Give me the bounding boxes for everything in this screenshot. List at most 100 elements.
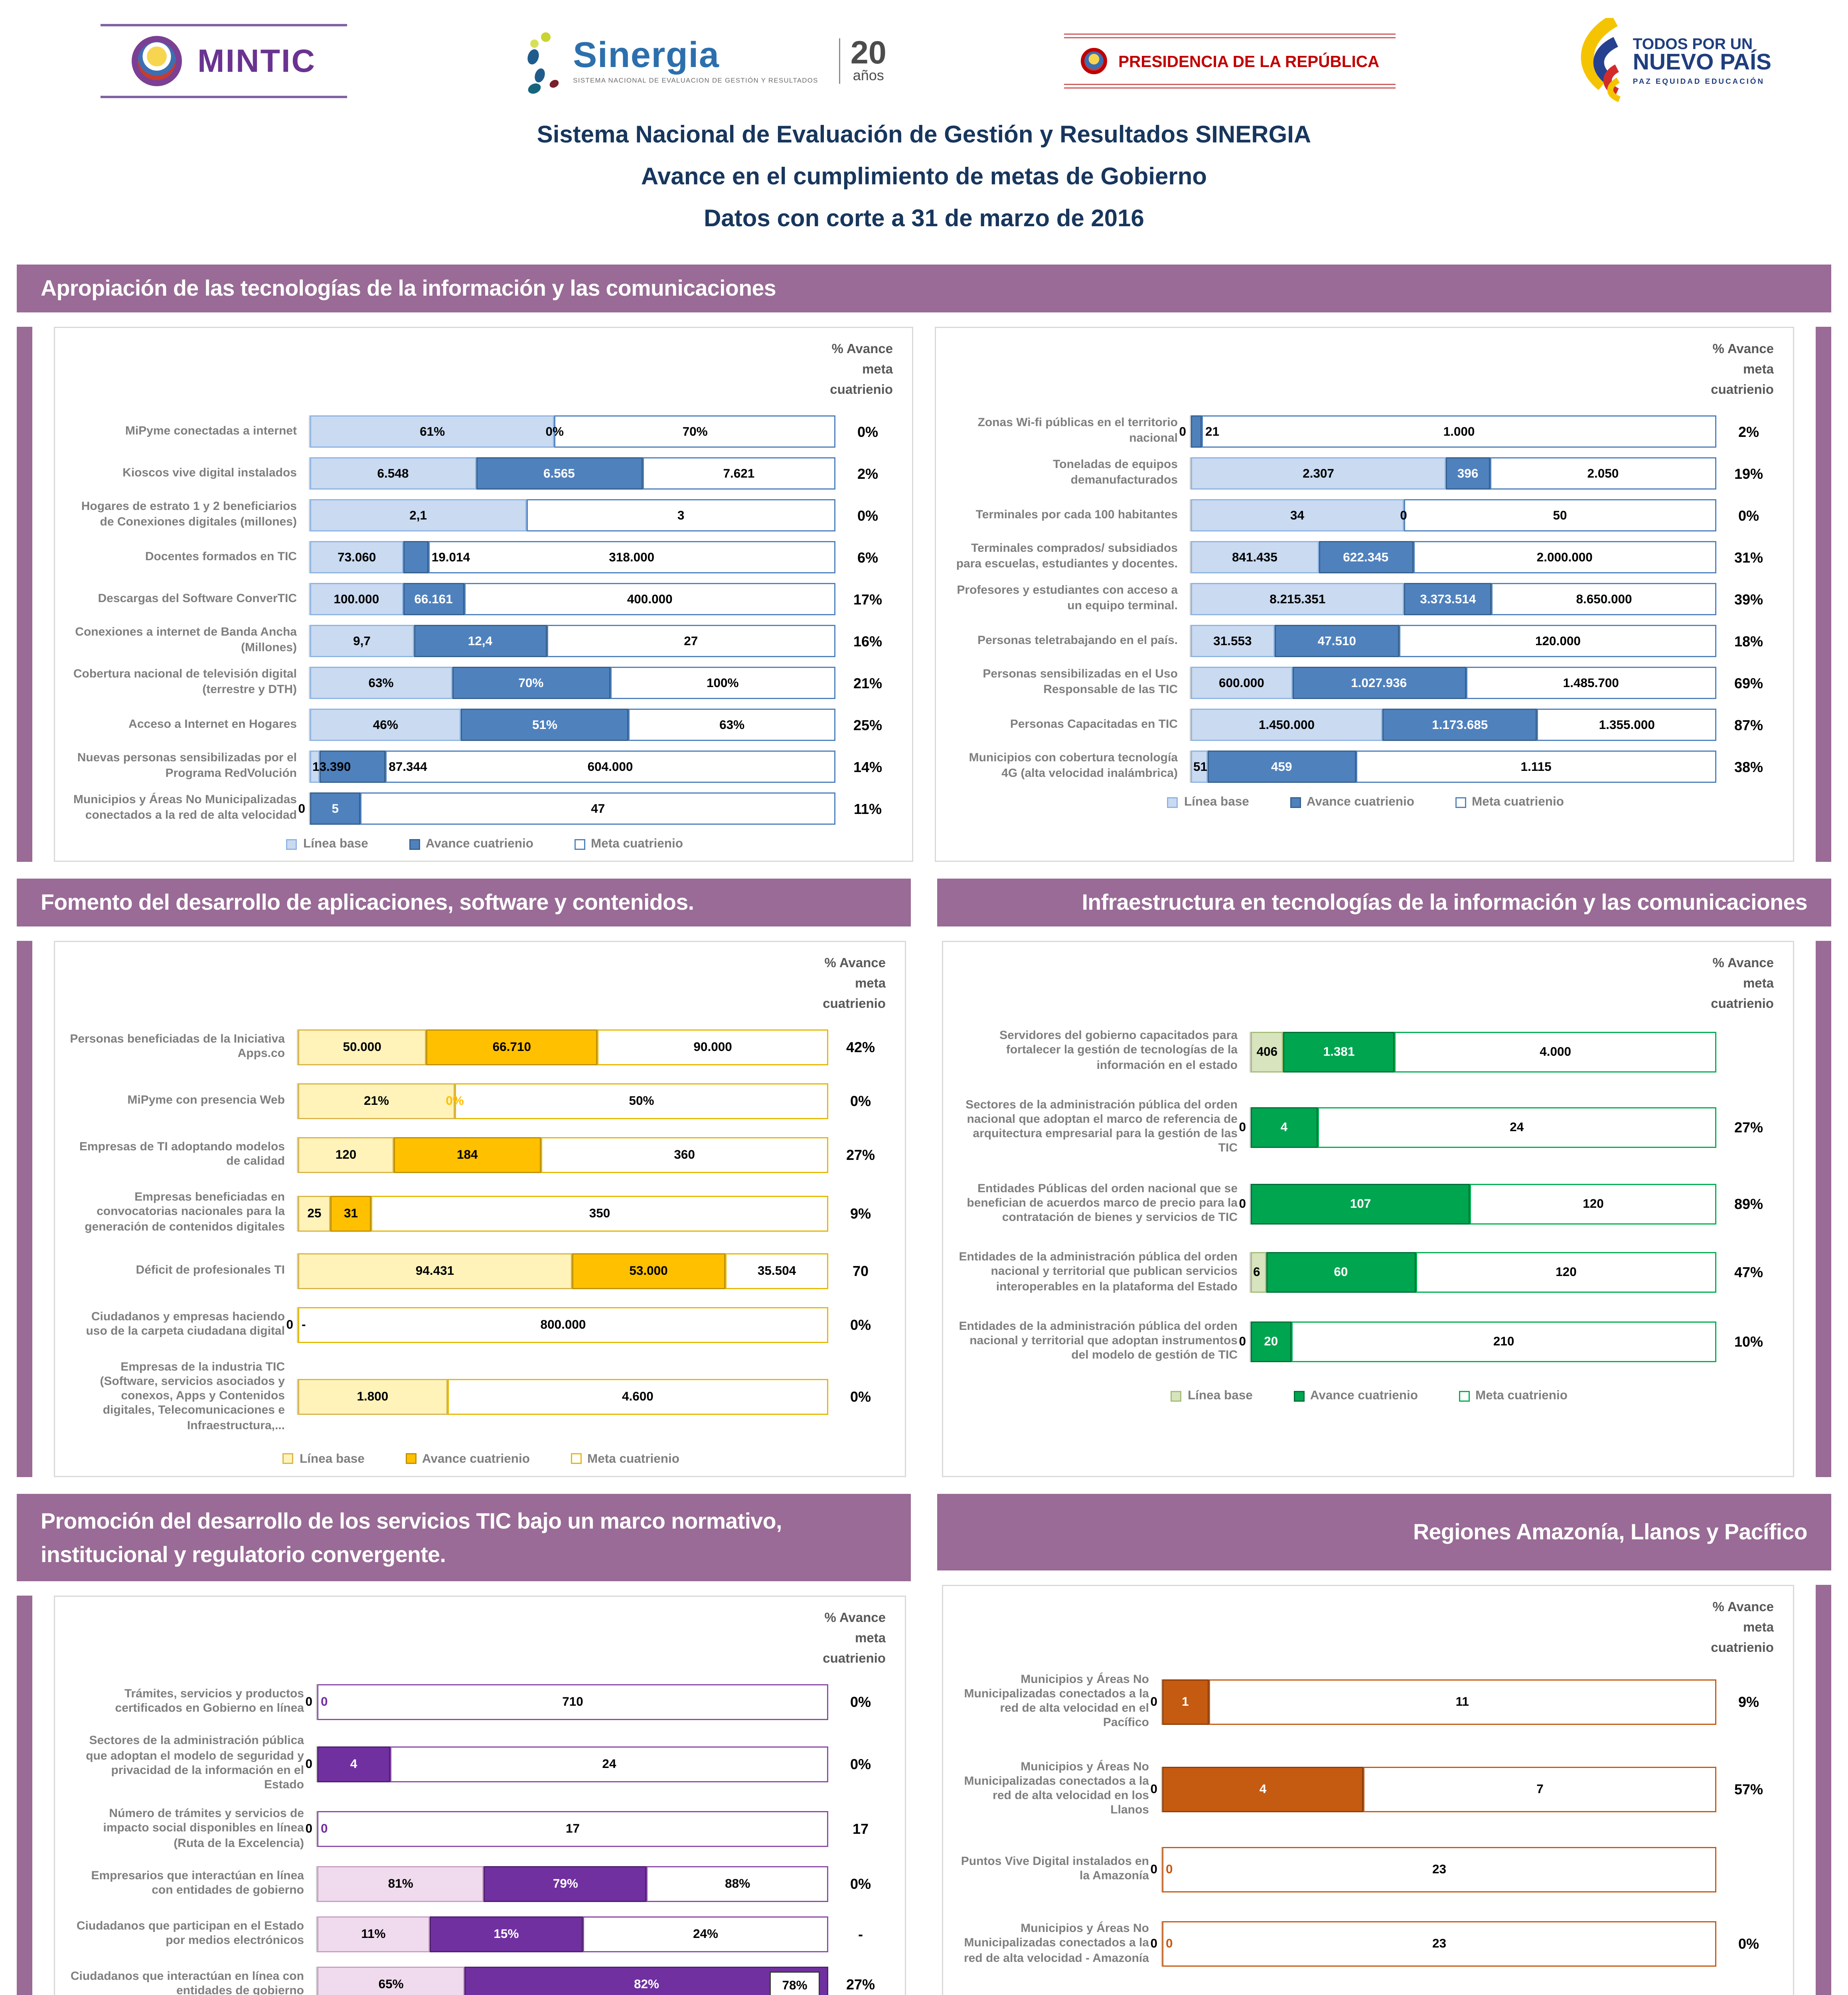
bar-segment-linea-base: 25 xyxy=(298,1195,331,1231)
bar-value-label: 47.510 xyxy=(1317,634,1356,648)
pct-value: 38% xyxy=(1734,758,1763,775)
stacked-bar: 51 459 1.115 xyxy=(1191,751,1716,783)
panel-apropiacion-title: Apropiación de las tecnologías de la inf… xyxy=(17,265,1831,312)
row-label: Hogares de estrato 1 y 2 beneficiarios d… xyxy=(81,501,297,529)
bar-value-label: 4 xyxy=(350,1757,357,1772)
chart-box-5: % Avance meta cuatrienio Municipios y Áreas… xyxy=(942,1584,1794,1995)
bar-area: 6 60 120 xyxy=(1250,1252,1716,1294)
bar-area: 0- 800.000 xyxy=(286,1307,828,1343)
bar-value-label-outside: 6 xyxy=(1253,1266,1260,1280)
bar-value-label: 184 xyxy=(456,1148,478,1163)
chart-row: MiPyme con presencia Web 21% 0% 50% 0% xyxy=(69,1083,893,1120)
stacked-bar: 6 60 120 xyxy=(1251,1252,1716,1294)
bar-area: 1.450.000 1.173.685 1.355.000 xyxy=(1190,709,1716,741)
bar-value-label: 710 xyxy=(562,1695,583,1710)
chart-box-3: % Avance meta cuatrienio Servidores del gob… xyxy=(942,941,1794,1477)
bar-area: 0 0 23 xyxy=(1150,1847,1716,1893)
bar-value-label: 6.565 xyxy=(543,466,575,481)
bar-value-label: 35.504 xyxy=(757,1264,796,1278)
bar-value-label-outside: 19.014 xyxy=(431,550,470,565)
row-label: Descargas del Software ConverTIC xyxy=(98,592,297,605)
pct-value: 57% xyxy=(1734,1781,1763,1798)
chart-row: Déficit de profesionales TI 94.431 53.000 3… xyxy=(69,1253,893,1289)
bar-value-label: 8.650.000 xyxy=(1576,592,1632,606)
pct-value: 0% xyxy=(850,1875,871,1892)
chart-row: Personas sensibilizadas en el Uso Respon… xyxy=(950,667,1781,699)
bar-value-label-outside: 21 xyxy=(1205,424,1220,439)
frame-strip-left xyxy=(17,941,32,1477)
bar-value-label: 24 xyxy=(1510,1120,1524,1135)
stacked-bar: 600.000 1.027.936 1.485.700 xyxy=(1191,667,1716,699)
bar-value-label: 4 xyxy=(1259,1782,1267,1797)
bar-value-label: 360 xyxy=(674,1148,695,1163)
bar-area: 1.800 4.600 xyxy=(297,1379,828,1415)
nuevo-pais-swoosh-icon xyxy=(1581,18,1621,102)
bar-segment-avance: 5 xyxy=(310,792,361,825)
pct-value: 17 xyxy=(852,1821,869,1838)
legend-item: Línea base xyxy=(282,1452,365,1466)
bar-segment-meta: 210 xyxy=(1291,1321,1716,1362)
bar-value-label-outside: - xyxy=(302,1317,306,1332)
chart-row: Puntos Vive Digital instalados en la Ama… xyxy=(958,1847,1781,1893)
stacked-bar: 61% 0% 70% xyxy=(310,415,835,448)
pct-value: - xyxy=(858,1926,863,1943)
bar-area: 31.553 47.510 120.000 xyxy=(1190,625,1716,658)
chart-row: Entidades Públicas del orden nacional qu… xyxy=(958,1182,1781,1226)
pct-header-line: cuatrienio xyxy=(830,383,893,398)
bar-segment-avance: 4 xyxy=(317,1746,390,1782)
legend-swatch-icon xyxy=(1171,1391,1182,1402)
bar-value-label-outside: 0 xyxy=(321,1822,328,1837)
stacked-bar: 65% 82% 78% xyxy=(317,1966,828,1995)
bar-value-label: 1.000 xyxy=(1443,424,1475,439)
bar-segment-linea-base: 8.215.351 xyxy=(1191,583,1404,616)
bar-segment-meta: 100% xyxy=(610,667,835,699)
bar-value-label-outside: 0% xyxy=(446,1094,464,1109)
bar-segment-linea-base: 46% xyxy=(310,709,461,741)
bar-value-label: 24% xyxy=(693,1927,719,1942)
chart-row: Municipios y Áreas No Municipalizadas co… xyxy=(958,1673,1781,1732)
row-label: Municipios y Áreas No Municipalizadas co… xyxy=(963,1922,1149,1965)
bar-segment-linea-base: 21% xyxy=(298,1083,455,1120)
charts-container: % Avance meta cuatrienio Personas beneficia… xyxy=(49,941,911,1477)
row-label: MiPyme con presencia Web xyxy=(127,1094,285,1108)
legend-item: Línea base xyxy=(286,837,368,851)
row-label: Toneladas de equipos demanufacturados xyxy=(1053,459,1178,487)
colombia-seal-icon xyxy=(132,36,182,86)
bar-segment-meta: 120 xyxy=(1416,1252,1716,1294)
pct-column-header: % Avance meta cuatrienio xyxy=(69,954,893,1015)
pct-value: 10% xyxy=(1734,1333,1763,1350)
pct-column-header: % Avance meta cuatrienio xyxy=(69,340,900,401)
pct-column-header: % Avance meta cuatrienio xyxy=(69,1609,893,1670)
bar-area: 6.548 6.565 7.621 xyxy=(309,457,835,490)
bar-value-label: 70% xyxy=(682,424,708,439)
title-line-2: Avance en el cumplimiento de metas de Go… xyxy=(641,164,1207,190)
row-label: Cobertura nacional de televisión digital… xyxy=(73,668,297,696)
pct-value: 89% xyxy=(1734,1195,1763,1213)
bar-value-label: 27 xyxy=(684,634,698,648)
pct-value: 31% xyxy=(1734,549,1763,566)
bar-area: 841.435 622.345 2.000.000 xyxy=(1190,541,1716,574)
chart-row: Ciudadanos que interactúan en línea con … xyxy=(69,1966,893,1995)
bar-value-label-outside: 0 xyxy=(1179,424,1186,439)
chart-row: Hogares de estrato 1 y 2 beneficiarios d… xyxy=(69,499,900,532)
bar-area: 2,1 3 xyxy=(309,499,835,532)
bar-value-label-outside: 13.390 xyxy=(312,759,351,774)
legend-label: Línea base xyxy=(1184,795,1249,810)
stacked-bar: 73.060 19.014 318.000 xyxy=(310,541,835,574)
pct-header-line: cuatrienio xyxy=(1711,997,1774,1012)
bar-segment-meta: 70% xyxy=(555,415,835,448)
bar-area: 61% 0% 70% xyxy=(309,415,835,448)
legend: Línea base Avance cuatrienio Meta cuatrien… xyxy=(950,795,1781,809)
frame-strip-right xyxy=(1816,941,1831,1477)
bar-value-label-outside: 0 xyxy=(1239,1335,1246,1349)
panel-fomento-title: Fomento del desarrollo de aplicaciones, … xyxy=(17,879,911,927)
bar-value-label: 350 xyxy=(589,1206,610,1221)
bar-area: 13.390 87.344 604.000 xyxy=(309,751,835,783)
sinergia-wordmark: Sinergia SISTEMA NACIONAL DE EVALUACION … xyxy=(573,35,818,85)
bar-value-label: 2.307 xyxy=(1303,466,1335,481)
stacked-bar: 2.307 396 2.050 xyxy=(1191,457,1716,490)
bar-value-label: 23 xyxy=(1432,1937,1447,1952)
bar-segment-linea-base: 65% xyxy=(317,1966,465,1995)
bar-area: 0 4 7 xyxy=(1150,1767,1716,1813)
bar-area: 0 4 24 xyxy=(1239,1107,1716,1148)
